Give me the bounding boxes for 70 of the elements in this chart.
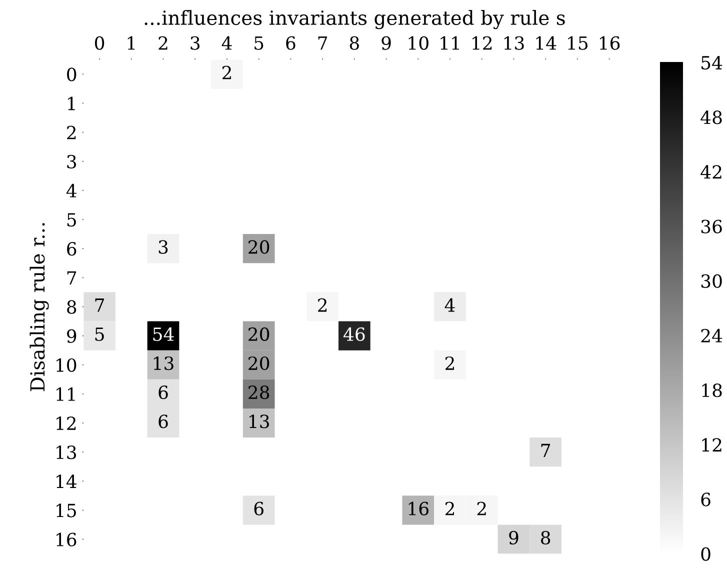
- data-label: 2: [222, 66, 231, 80]
- data-label: 2: [477, 502, 486, 516]
- y-tick-label: 3: [67, 154, 76, 168]
- x-tick-label: 8: [350, 36, 359, 50]
- y-tick-label: 15: [56, 504, 76, 518]
- color-bar-label: 6: [701, 492, 710, 506]
- data-label: 20: [248, 240, 270, 254]
- data-label: 9: [509, 530, 518, 545]
- x-tick-label: 9: [382, 36, 391, 50]
- data-label: 28: [248, 386, 270, 400]
- data-label: 2: [318, 298, 327, 312]
- x-tick-label: 2: [158, 36, 168, 50]
- data-label: 7: [95, 298, 104, 312]
- x-tick-label: 0: [94, 36, 104, 50]
- data-label: 5: [95, 328, 104, 342]
- color-bar-label: 30: [701, 274, 722, 288]
- y-tick-label: 12: [56, 416, 76, 430]
- data-label: 6: [158, 414, 168, 428]
- color-bar-label: 42: [700, 165, 722, 179]
- y-tick-label: 11: [56, 387, 75, 401]
- color-bar-label: 18: [702, 383, 722, 398]
- x-tick-label: 1: [128, 36, 135, 50]
- x-tick-label: 14: [536, 36, 556, 50]
- y-axis-title: Disabling rule r...: [30, 223, 49, 392]
- color-bar-label: 36: [701, 220, 722, 234]
- x-tick-label: 13: [504, 36, 524, 50]
- data-label: 16: [408, 502, 428, 516]
- data-label: 3: [158, 240, 168, 254]
- color-bar-label: 48: [700, 110, 722, 124]
- y-tick-label: 7: [67, 271, 76, 285]
- y-tick-label: 8: [67, 300, 76, 314]
- data-label: 13: [250, 414, 269, 428]
- y-tick-label: 4: [66, 184, 76, 198]
- data-label: 7: [541, 444, 550, 458]
- data-label: 2: [445, 502, 454, 516]
- data-label: 4: [444, 298, 455, 312]
- x-tick-label: 6: [286, 36, 296, 50]
- data-label: 6: [158, 386, 168, 400]
- y-tick-label: 2: [67, 126, 76, 140]
- y-tick-label: 13: [56, 446, 76, 460]
- y-tick-label: 6: [67, 242, 76, 256]
- x-tick-label: 11: [440, 36, 459, 50]
- color-bar-label: 54: [702, 56, 722, 70]
- x-tick-label: 5: [254, 36, 264, 50]
- y-tick-label: 5: [67, 213, 76, 227]
- data-label: 2: [445, 356, 454, 370]
- x-tick-label: 10: [408, 36, 428, 50]
- data-label: 6: [254, 502, 264, 516]
- data-label: 8: [541, 530, 550, 545]
- y-tick-label: 9: [67, 329, 76, 343]
- x-tick-label: 7: [318, 36, 327, 50]
- y-tick-label: 16: [56, 532, 76, 546]
- data-label: 13: [154, 356, 174, 370]
- color-bar-label: 0: [701, 547, 710, 561]
- y-tick-label: 10: [56, 358, 76, 372]
- color-bar-label: 24: [701, 328, 722, 342]
- x-tick-label: 4: [222, 36, 232, 50]
- y-tick-label: 1: [68, 96, 75, 110]
- color-bar-label: 12: [702, 438, 722, 452]
- x-tick-label: 15: [568, 36, 588, 50]
- data-label: 20: [248, 327, 270, 342]
- data-label: 20: [248, 356, 270, 370]
- data-label: 46: [343, 327, 365, 342]
- data-label: 54: [153, 327, 174, 342]
- x-tick-label: 12: [472, 36, 492, 50]
- x-axis-title: ...influences invariants generated by rule s: [144, 10, 565, 30]
- x-tick-label: 16: [600, 36, 620, 50]
- y-tick-label: 0: [67, 68, 76, 82]
- x-tick-label: 3: [190, 36, 200, 50]
- y-tick-label: 14: [56, 474, 76, 488]
